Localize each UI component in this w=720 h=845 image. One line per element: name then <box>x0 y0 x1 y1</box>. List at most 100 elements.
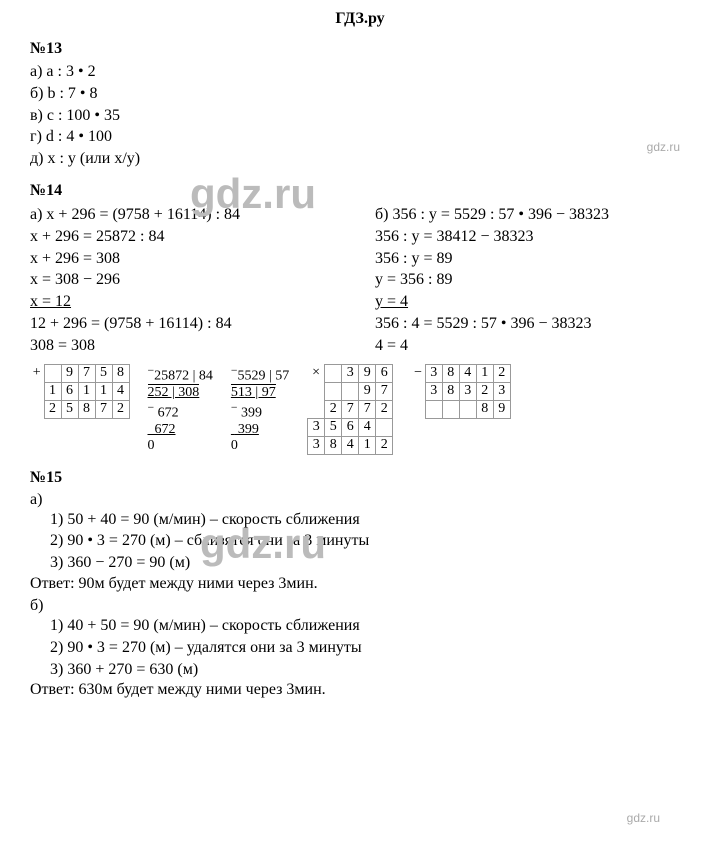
s-r1c3: 4 <box>459 364 476 382</box>
s14a-l6: 12 + 296 = (9758 + 16114) : 84 <box>30 314 345 335</box>
div1-a: 252 | 308 <box>148 384 200 401</box>
watermark-small-top: gdz.ru <box>647 140 680 154</box>
sub-table: − 3 8 4 1 2 3 8 3 2 3 8 9 <box>411 364 511 419</box>
s15-a1: 1) 50 + 40 = 90 (м/мин) – скорость сближ… <box>50 510 690 531</box>
m-r3c1: 2 <box>325 400 342 418</box>
s-r3c2 <box>442 400 459 418</box>
add-r3c3: 8 <box>78 400 95 418</box>
s15-b-ans: Ответ: 630м будет между ними через 3мин. <box>30 681 690 699</box>
s15-a3: 3) 360 − 270 = 90 (м) <box>50 553 690 574</box>
div2-d: 0 <box>231 438 289 454</box>
s14b-l7: 4 = 4 <box>375 336 690 357</box>
s-r1c5: 2 <box>493 364 510 382</box>
s14b-l1: б) 356 : y = 5529 : 57 • 396 − 38323 <box>375 205 690 226</box>
s-r3c1 <box>425 400 442 418</box>
m-r1c4: 6 <box>376 364 393 382</box>
m-r2c3: 9 <box>359 382 376 400</box>
longdiv-2: −5529 | 57 513 | 97 − 399 399 0 <box>231 364 289 455</box>
m-r3c2: 7 <box>342 400 359 418</box>
s-r1c2: 8 <box>442 364 459 382</box>
s14a-l5: x = 12 <box>30 292 345 313</box>
add-r2c4: 1 <box>95 382 112 400</box>
add-sign: + <box>30 364 44 382</box>
section-15-title: №15 <box>30 469 690 487</box>
m-r2c4: 7 <box>376 382 393 400</box>
s15-b-label: б) <box>30 597 690 615</box>
s15-a-ans: Ответ: 90м будет между ними через 3мин. <box>30 575 690 593</box>
s14-two-columns: а) x + 296 = (9758 + 16114) : 84 x + 296… <box>30 204 690 358</box>
s-r2c5: 3 <box>493 382 510 400</box>
s-r1c1: 3 <box>425 364 442 382</box>
s-r2c4: 2 <box>476 382 493 400</box>
m-r5c3: 1 <box>359 436 376 454</box>
s-r3c5: 9 <box>493 400 510 418</box>
s-r3c4: 8 <box>476 400 493 418</box>
section-14-title: №14 <box>30 182 690 200</box>
div2-b: − 399 <box>231 401 289 422</box>
s-r3c3 <box>459 400 476 418</box>
s15-b2: 2) 90 • 3 = 270 (м) – удалятся они за 3 … <box>50 638 690 659</box>
mult-sign: × <box>308 364 325 382</box>
s14-col-b: б) 356 : y = 5529 : 57 • 396 − 38323 356… <box>375 204 690 358</box>
div2-t: −5529 | 57 <box>231 364 289 385</box>
add-r3c4: 7 <box>95 400 112 418</box>
s15-b1: 1) 40 + 50 = 90 (м/мин) – скорость сближ… <box>50 616 690 637</box>
add-r2c5: 4 <box>112 382 129 400</box>
div2-c: 399 <box>231 422 289 438</box>
longdiv-1: −25872 | 84 252 | 308 − 672 672 0 <box>148 364 213 455</box>
m-r4c4 <box>376 418 393 436</box>
m-r5c1: 8 <box>325 436 342 454</box>
mult-table: × 3 9 6 9 7 2 7 7 2 3 5 6 4 3 8 4 1 2 <box>307 364 393 455</box>
m-r4c2: 6 <box>342 418 359 436</box>
m-r1c1 <box>325 364 342 382</box>
sub-sign: − <box>411 364 425 382</box>
s14b-l4: y = 356 : 89 <box>375 270 690 291</box>
div1-t: −25872 | 84 <box>148 364 213 385</box>
add-r3c2: 5 <box>61 400 78 418</box>
m-r4c3: 4 <box>359 418 376 436</box>
s15-b3: 3) 360 + 270 = 630 (м) <box>50 660 690 681</box>
s14a-l1: а) x + 296 = (9758 + 16114) : 84 <box>30 205 345 226</box>
div1-b: − 672 <box>148 401 213 422</box>
m-r2c2 <box>342 382 359 400</box>
m-r5c4: 2 <box>376 436 393 454</box>
m-r3c3: 7 <box>359 400 376 418</box>
page-header: ГДЗ.ру <box>30 10 690 28</box>
m-r4c0: 3 <box>308 418 325 436</box>
s15-a2: 2) 90 • 3 = 270 (м) – сблизятся они за 3… <box>50 531 690 552</box>
add-r1c2: 9 <box>61 364 78 382</box>
s-r2c3: 3 <box>459 382 476 400</box>
s14b-l2: 356 : y = 38412 − 38323 <box>375 227 690 248</box>
m-r4c1: 5 <box>325 418 342 436</box>
s14a-l4: x = 308 − 296 <box>30 270 345 291</box>
add-r1c4: 5 <box>95 364 112 382</box>
add-r1c3: 7 <box>78 364 95 382</box>
add-r3c5: 2 <box>112 400 129 418</box>
m-r1c2: 3 <box>342 364 359 382</box>
section-13-title: №13 <box>30 40 690 58</box>
add-r1c1 <box>44 364 61 382</box>
s13-line-b: б) b : 7 • 8 <box>30 84 690 105</box>
add-r1c5: 8 <box>112 364 129 382</box>
s14b-l5: y = 4 <box>375 292 690 313</box>
s-r1c4: 1 <box>476 364 493 382</box>
div1-d: 0 <box>148 438 213 454</box>
s13-line-d: г) d : 4 • 100 <box>30 127 690 148</box>
s13-line-e: д) x : y (или x/y) <box>30 149 690 170</box>
add-r3c1: 2 <box>44 400 61 418</box>
section-15: №15 а) 1) 50 + 40 = 90 (м/мин) – скорост… <box>30 469 690 700</box>
watermark-small-bottom: gdz.ru <box>627 811 660 825</box>
s13-line-a: а) a : 3 • 2 <box>30 62 690 83</box>
m-r5c2: 4 <box>342 436 359 454</box>
add-r2c3: 1 <box>78 382 95 400</box>
s-r2c2: 8 <box>442 382 459 400</box>
m-r3c4: 2 <box>376 400 393 418</box>
s14b-l3: 356 : y = 89 <box>375 249 690 270</box>
s14b-l6: 356 : 4 = 5529 : 57 • 396 − 38323 <box>375 314 690 335</box>
add-r2c2: 6 <box>61 382 78 400</box>
s14a-l3: x + 296 = 308 <box>30 249 345 270</box>
s14a-l2: x + 296 = 25872 : 84 <box>30 227 345 248</box>
m-r2c1 <box>325 382 342 400</box>
m-r1c3: 9 <box>359 364 376 382</box>
s13-line-c: в) c : 100 • 35 <box>30 106 690 127</box>
